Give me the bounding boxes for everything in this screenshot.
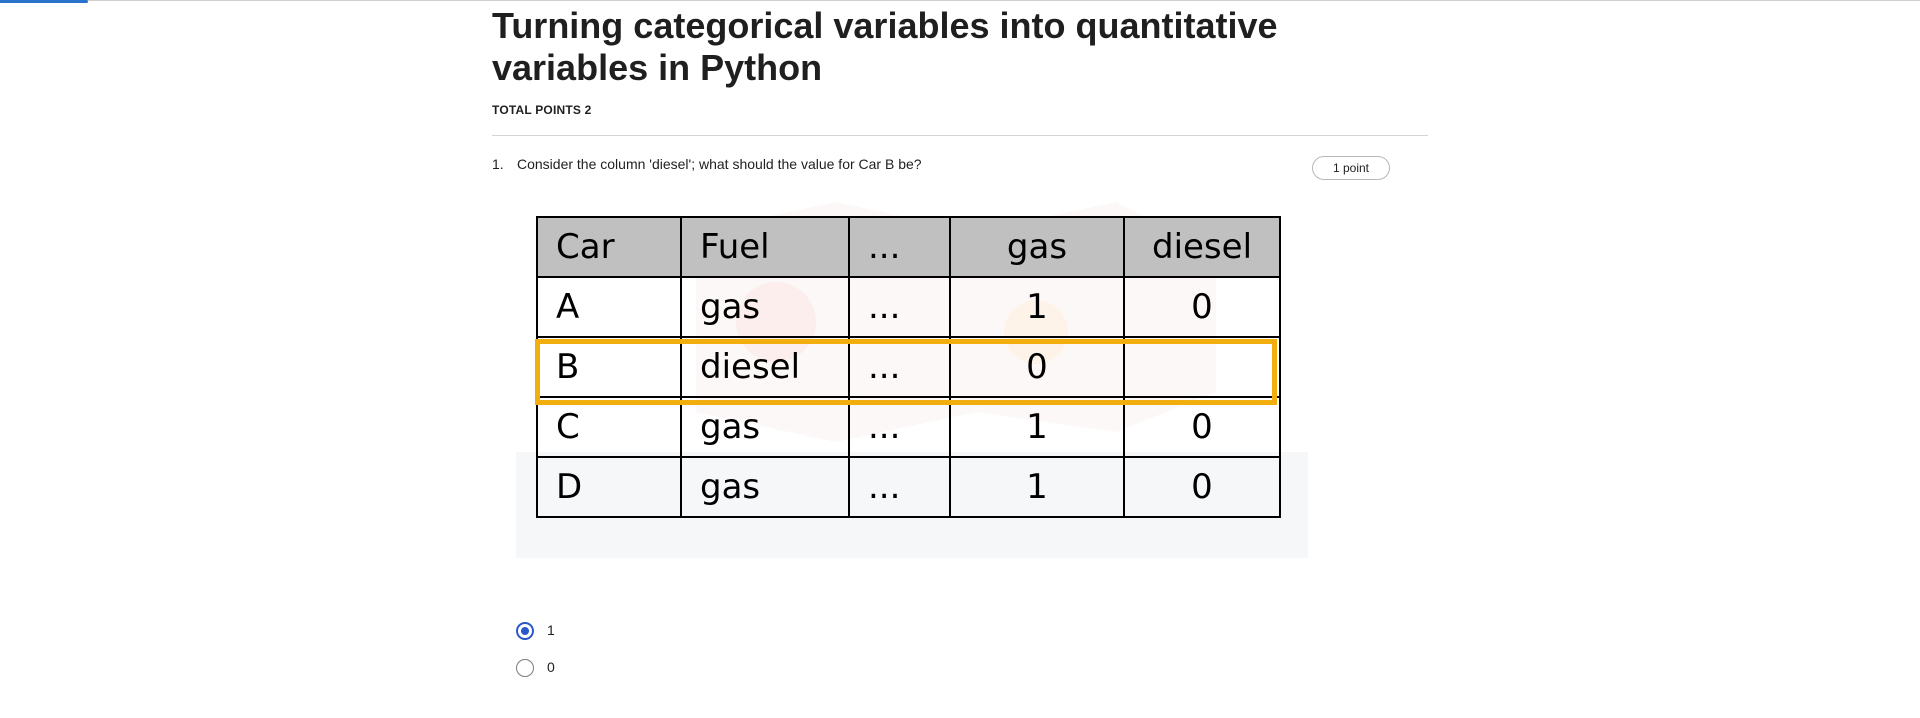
cell-fuel: diesel <box>680 336 850 398</box>
cell-diesel: 0 <box>1123 276 1281 338</box>
cell-gas: 1 <box>949 396 1125 458</box>
cell-ellipsis: ... <box>848 336 951 398</box>
header-diesel: diesel <box>1123 216 1281 278</box>
header-gas: gas <box>949 216 1125 278</box>
cell-fuel: gas <box>680 396 850 458</box>
table-header-row: Car Fuel ... gas diesel <box>536 216 1281 278</box>
quiz-title: Turning categorical variables into quant… <box>492 5 1278 88</box>
header-fuel: Fuel <box>680 216 850 278</box>
table-row: C gas ... 1 0 <box>536 396 1281 458</box>
question-header: 1. Consider the column 'diesel'; what sh… <box>492 156 1428 180</box>
cell-gas: 1 <box>949 456 1125 518</box>
progress-bar <box>0 0 88 3</box>
option-label[interactable]: 1 <box>547 622 555 638</box>
table-row: A gas ... 1 0 <box>536 276 1281 338</box>
fuel-encoding-table: Car Fuel ... gas diesel A gas ... 1 0 B <box>536 216 1281 518</box>
radio-button-selected[interactable] <box>516 622 534 640</box>
cell-car: C <box>536 396 682 458</box>
cell-car: D <box>536 456 682 518</box>
total-points: TOTAL POINTS 2 <box>492 103 592 117</box>
cell-ellipsis: ... <box>848 396 951 458</box>
question-image: Car Fuel ... gas diesel A gas ... 1 0 B <box>516 192 1308 558</box>
table-row-highlighted: B diesel ... 0 <box>536 336 1281 398</box>
option-label[interactable]: 0 <box>547 659 555 675</box>
cell-gas: 1 <box>949 276 1125 338</box>
quiz-content: Turning categorical variables into quant… <box>492 0 1428 677</box>
header-ellipsis: ... <box>848 216 951 278</box>
cell-diesel: 0 <box>1123 456 1281 518</box>
cell-ellipsis: ... <box>848 456 951 518</box>
cell-fuel: gas <box>680 276 850 338</box>
cell-car: A <box>536 276 682 338</box>
points-badge: 1 point <box>1312 156 1390 180</box>
header-car: Car <box>536 216 682 278</box>
question-number: 1. <box>492 156 504 172</box>
divider <box>492 135 1428 136</box>
cell-car: B <box>536 336 682 398</box>
radio-button[interactable] <box>516 659 534 677</box>
cell-ellipsis: ... <box>848 276 951 338</box>
cell-diesel: 0 <box>1123 396 1281 458</box>
table-row: D gas ... 1 0 <box>536 456 1281 518</box>
question-text: Consider the column 'diesel'; what shoul… <box>517 156 922 172</box>
cell-gas: 0 <box>949 336 1125 398</box>
cell-diesel-blank <box>1123 336 1281 398</box>
cell-fuel: gas <box>680 456 850 518</box>
top-border <box>0 0 1920 1</box>
